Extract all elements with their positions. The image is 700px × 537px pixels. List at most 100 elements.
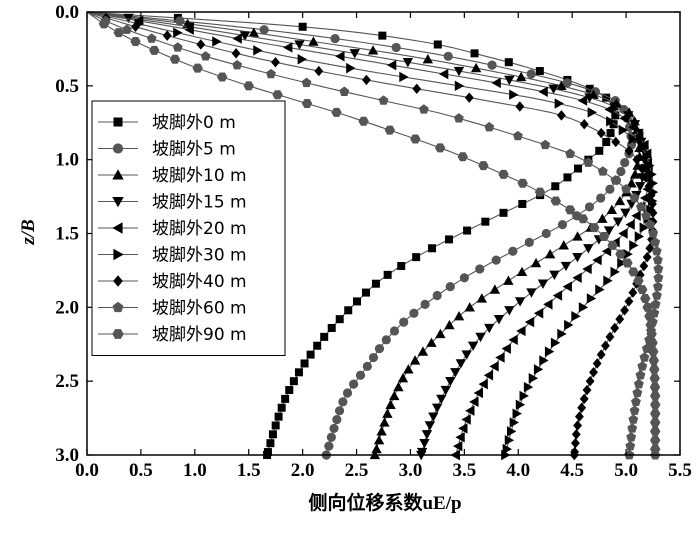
- data-point: [131, 21, 140, 32]
- data-point: [641, 172, 651, 183]
- data-point: [475, 332, 486, 343]
- data-point: [647, 338, 658, 348]
- data-point: [538, 86, 548, 97]
- data-point: [418, 104, 429, 114]
- data-point: [358, 116, 369, 126]
- data-point: [646, 189, 656, 201]
- data-point: [554, 98, 565, 109]
- data-point: [637, 285, 648, 295]
- legend-marker: [112, 143, 124, 154]
- x-tick-label: 0.5: [129, 460, 153, 481]
- data-point: [577, 95, 588, 106]
- data-point: [621, 184, 632, 194]
- data-point: [586, 293, 597, 304]
- data-point: [626, 432, 637, 442]
- data-point: [445, 282, 455, 292]
- data-point: [644, 311, 655, 321]
- data-point: [564, 319, 574, 331]
- data-point: [605, 184, 615, 194]
- series-0: [86, 11, 620, 459]
- data-point: [572, 252, 583, 263]
- data-point: [184, 24, 194, 35]
- data-point: [361, 288, 370, 297]
- data-point: [614, 195, 626, 206]
- data-point: [509, 89, 519, 100]
- data-point: [339, 86, 350, 96]
- data-point: [633, 378, 644, 389]
- data-point: [376, 426, 387, 436]
- data-point: [539, 355, 549, 366]
- data-point: [615, 249, 626, 259]
- data-point: [465, 405, 475, 416]
- data-point: [572, 272, 582, 283]
- data-point: [283, 42, 293, 53]
- data-point: [610, 175, 621, 185]
- y-tick-label: 0.5: [55, 76, 79, 97]
- data-point: [632, 154, 642, 165]
- y-tick-label: 2.0: [55, 297, 79, 318]
- data-point: [606, 116, 616, 127]
- data-point: [602, 93, 611, 102]
- data-point: [327, 324, 336, 333]
- data-point: [585, 375, 595, 387]
- data-point: [422, 54, 434, 64]
- data-point: [498, 169, 509, 179]
- data-point: [478, 161, 489, 171]
- data-point: [611, 111, 620, 120]
- data-point: [650, 391, 661, 401]
- x-tick-label: 0.0: [75, 460, 99, 481]
- data-point: [445, 377, 456, 387]
- data-point: [517, 178, 528, 188]
- data-point: [528, 373, 539, 384]
- data-point: [271, 421, 280, 430]
- data-point: [403, 364, 414, 374]
- data-point: [397, 373, 409, 383]
- data-point: [619, 113, 629, 124]
- data-point: [324, 441, 334, 451]
- data-point: [640, 293, 651, 303]
- data-point: [620, 208, 631, 219]
- data-point: [306, 350, 315, 359]
- data-point: [294, 40, 305, 50]
- data-point: [373, 435, 385, 445]
- data-point: [649, 382, 661, 392]
- legend-marker: [113, 248, 124, 261]
- data-point: [428, 244, 437, 253]
- data-point: [518, 199, 527, 208]
- data-point: [491, 77, 501, 89]
- data-point: [334, 406, 345, 416]
- data-point: [289, 377, 298, 386]
- data-point: [421, 430, 433, 440]
- data-point: [499, 208, 508, 217]
- data-point: [344, 306, 353, 315]
- x-tick-label: 4.0: [506, 460, 530, 481]
- data-point: [565, 148, 576, 158]
- data-point: [371, 443, 382, 454]
- data-point: [464, 92, 474, 103]
- data-point: [512, 130, 523, 141]
- legend-label: 坡脚外15 m: [152, 193, 247, 213]
- data-point: [629, 405, 640, 415]
- data-point: [281, 394, 290, 403]
- data-point: [298, 22, 307, 31]
- data-point: [457, 152, 468, 162]
- data-point: [632, 387, 643, 398]
- legend-item: 坡脚外20 m: [98, 219, 247, 239]
- data-point: [487, 60, 497, 70]
- legend-item: 坡脚外40 m: [98, 272, 247, 292]
- legend-item: 坡脚外10 m: [98, 166, 247, 186]
- data-point: [650, 237, 661, 247]
- data-point: [646, 329, 657, 339]
- data-point: [362, 74, 371, 86]
- data-point: [353, 297, 362, 306]
- data-point: [515, 101, 525, 112]
- data-point: [504, 306, 515, 316]
- data-point: [556, 80, 567, 90]
- data-point: [443, 51, 453, 61]
- data-point: [294, 368, 303, 377]
- data-point: [648, 347, 659, 357]
- data-point: [231, 48, 241, 59]
- data-point: [428, 412, 439, 422]
- data-point: [523, 381, 534, 393]
- data-point: [484, 121, 495, 132]
